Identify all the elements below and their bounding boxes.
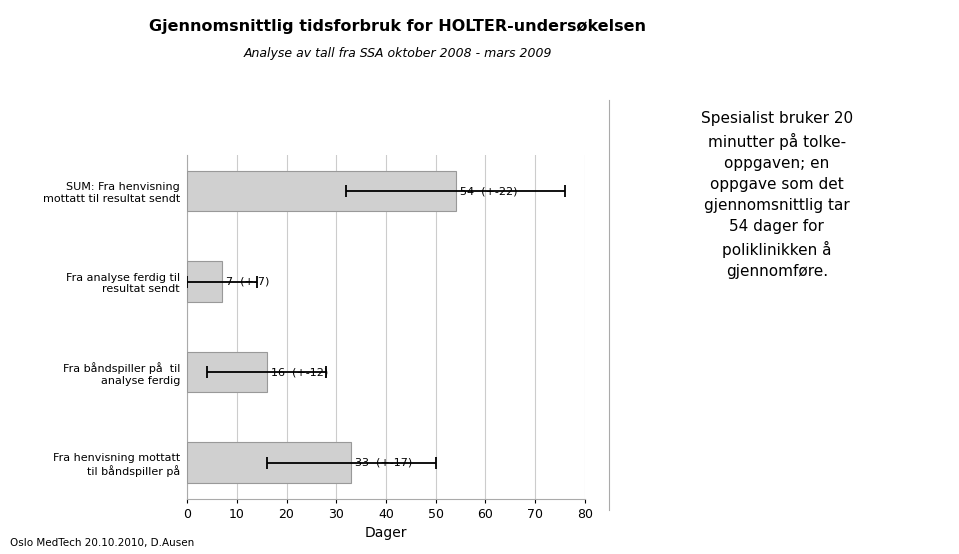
Text: 54  (+-22): 54 (+-22) <box>459 186 517 196</box>
Text: Oslo MedTech 20.10.2010, D.Ausen: Oslo MedTech 20.10.2010, D.Ausen <box>10 538 194 548</box>
Text: 16  (+-12): 16 (+-12) <box>270 367 328 377</box>
Text: Spesialist bruker 20
minutter på tolke-
oppgaven; en
oppgave som det
gjennomsnit: Spesialist bruker 20 minutter på tolke- … <box>701 111 853 279</box>
Bar <box>187 442 351 483</box>
Bar <box>187 261 222 302</box>
Bar <box>187 352 267 392</box>
Bar <box>187 171 456 212</box>
Text: Analyse av tall fra SSA oktober 2008 - mars 2009: Analyse av tall fra SSA oktober 2008 - m… <box>244 47 552 60</box>
Text: Gjennomsnittlig tidsforbruk for HOLTER-undersøkelsen: Gjennomsnittlig tidsforbruk for HOLTER-u… <box>150 19 646 34</box>
Text: 33  (+-17): 33 (+-17) <box>355 458 412 468</box>
X-axis label: Dager: Dager <box>364 526 408 540</box>
Text: 7  (+-7): 7 (+-7) <box>225 276 269 286</box>
